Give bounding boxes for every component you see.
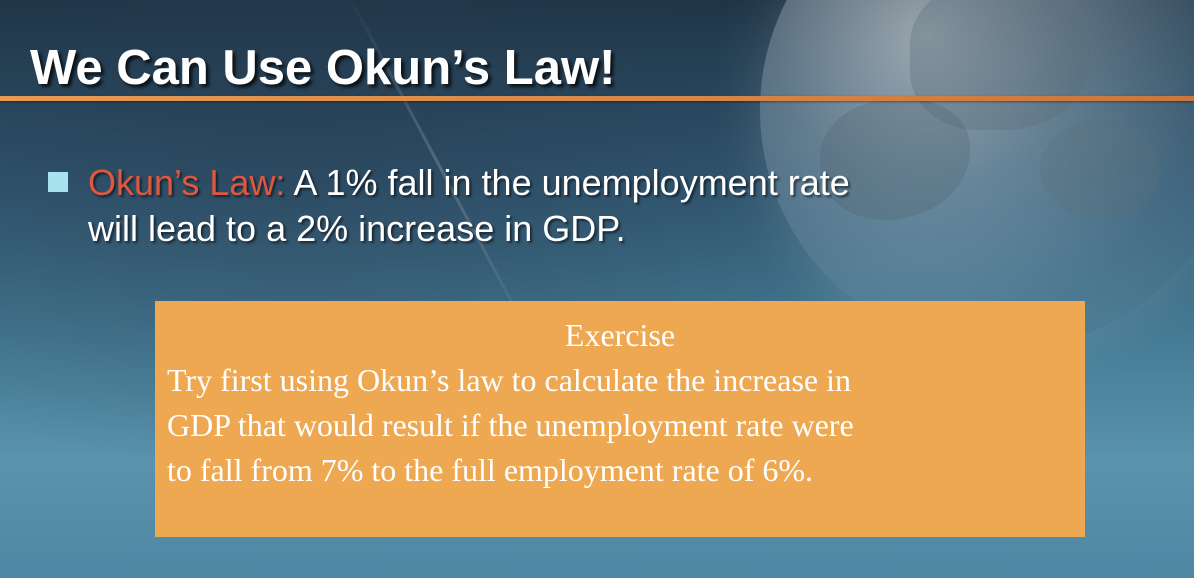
slide-title: We Can Use Okun’s Law! bbox=[30, 41, 616, 95]
exercise-line: to fall from 7% to the full employment r… bbox=[167, 452, 814, 488]
bullet-line-2: will lead to a 2% increase in GDP. bbox=[88, 208, 626, 249]
exercise-line: Try first using Okun’s law to calculate … bbox=[167, 362, 851, 398]
bullet-text: A 1% fall in the unemployment rate bbox=[285, 162, 850, 203]
square-bullet-icon bbox=[48, 172, 68, 192]
exercise-box: Exercise Try first using Okun’s law to c… bbox=[155, 301, 1085, 537]
exercise-line: GDP that would result if the unemploymen… bbox=[167, 407, 854, 443]
bullet-line-1: Okun’s Law: A 1% fall in the unemploymen… bbox=[88, 160, 850, 206]
title-rule bbox=[0, 96, 1194, 101]
exercise-heading: Exercise bbox=[564, 317, 676, 353]
bullet-term: Okun’s Law: bbox=[88, 162, 286, 203]
